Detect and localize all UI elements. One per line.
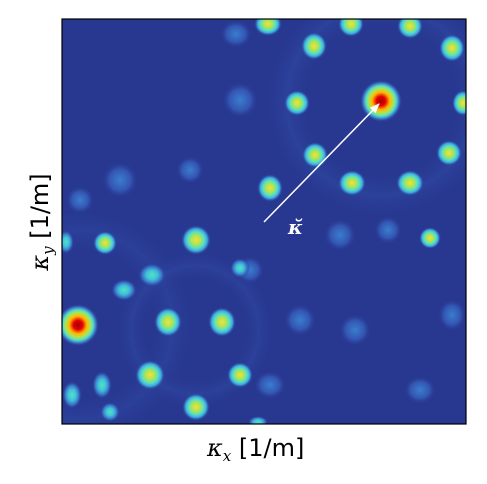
ring-blob [284, 90, 310, 116]
ring-blob [338, 19, 364, 37]
x-axis-unit: [1/m] [238, 434, 305, 462]
y-axis-unit: [1/m] [26, 173, 54, 239]
dim-blob [324, 219, 356, 251]
x-axis-symbol: κ [207, 434, 223, 462]
cluster-blob [419, 227, 441, 249]
cluster-blob [154, 307, 182, 337]
ring-blob [338, 170, 366, 196]
wavevector-label: κ̆ [287, 215, 303, 239]
dim-blob [220, 20, 252, 48]
cluster-blob [135, 360, 165, 390]
dim-blob [438, 299, 466, 331]
plot-frame [61, 18, 467, 425]
cluster-blob [92, 371, 112, 399]
cluster-blob [62, 230, 74, 254]
y-axis-label: κy [1/m] [26, 173, 57, 271]
x-axis-label: κx [1/m] [207, 434, 305, 465]
cluster-blob [230, 258, 250, 278]
ring-blob [302, 142, 328, 168]
cluster-blob [100, 402, 120, 422]
wavevector-arrow [263, 103, 380, 223]
ring-blob [254, 19, 282, 36]
cluster-blob [182, 393, 210, 421]
cluster-blob [93, 231, 117, 255]
ring-blob [396, 170, 424, 196]
cluster-blob [111, 279, 137, 301]
cluster-blob [248, 416, 268, 424]
x-axis-subscript: x [222, 447, 232, 465]
dim-blob [222, 82, 258, 118]
dim-blob [254, 371, 286, 399]
cluster-blob [62, 381, 82, 409]
dim-blob [374, 216, 402, 244]
ring-blob [436, 140, 462, 166]
heatmap-field [62, 19, 466, 424]
ring-blob [397, 19, 423, 39]
cluster-blob [138, 263, 166, 287]
cluster-blob [227, 362, 253, 388]
cluster-blob [208, 307, 236, 337]
dim-blob [404, 376, 436, 404]
dim-blob [102, 162, 138, 198]
cluster-blob [181, 225, 211, 255]
ring-blob [452, 90, 466, 116]
peak-upper-right [360, 80, 402, 122]
peak-lower-left [62, 304, 99, 346]
dim-blob [339, 314, 371, 346]
ring-blob [439, 34, 465, 62]
dim-blob [66, 186, 94, 214]
dim-blob [176, 156, 204, 184]
y-axis-symbol: κ [26, 254, 54, 271]
ring-blob [257, 174, 283, 202]
dim-blob [284, 304, 316, 336]
ring-blob [301, 32, 327, 60]
y-axis-subscript: y [39, 246, 57, 255]
